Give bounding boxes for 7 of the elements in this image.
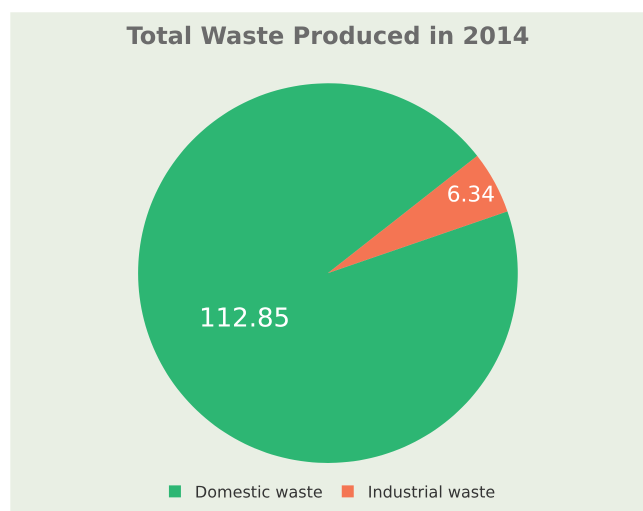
legend-label: Domestic waste [194,482,323,502]
data-label: 112.85 [199,304,290,334]
chart-title: Total Waste Produced in 2014 [126,22,530,50]
data-label: 6.34 [446,182,495,208]
pie-slice [328,156,508,274]
pie-slice [138,83,518,463]
legend-label: Industrial waste [368,482,496,502]
